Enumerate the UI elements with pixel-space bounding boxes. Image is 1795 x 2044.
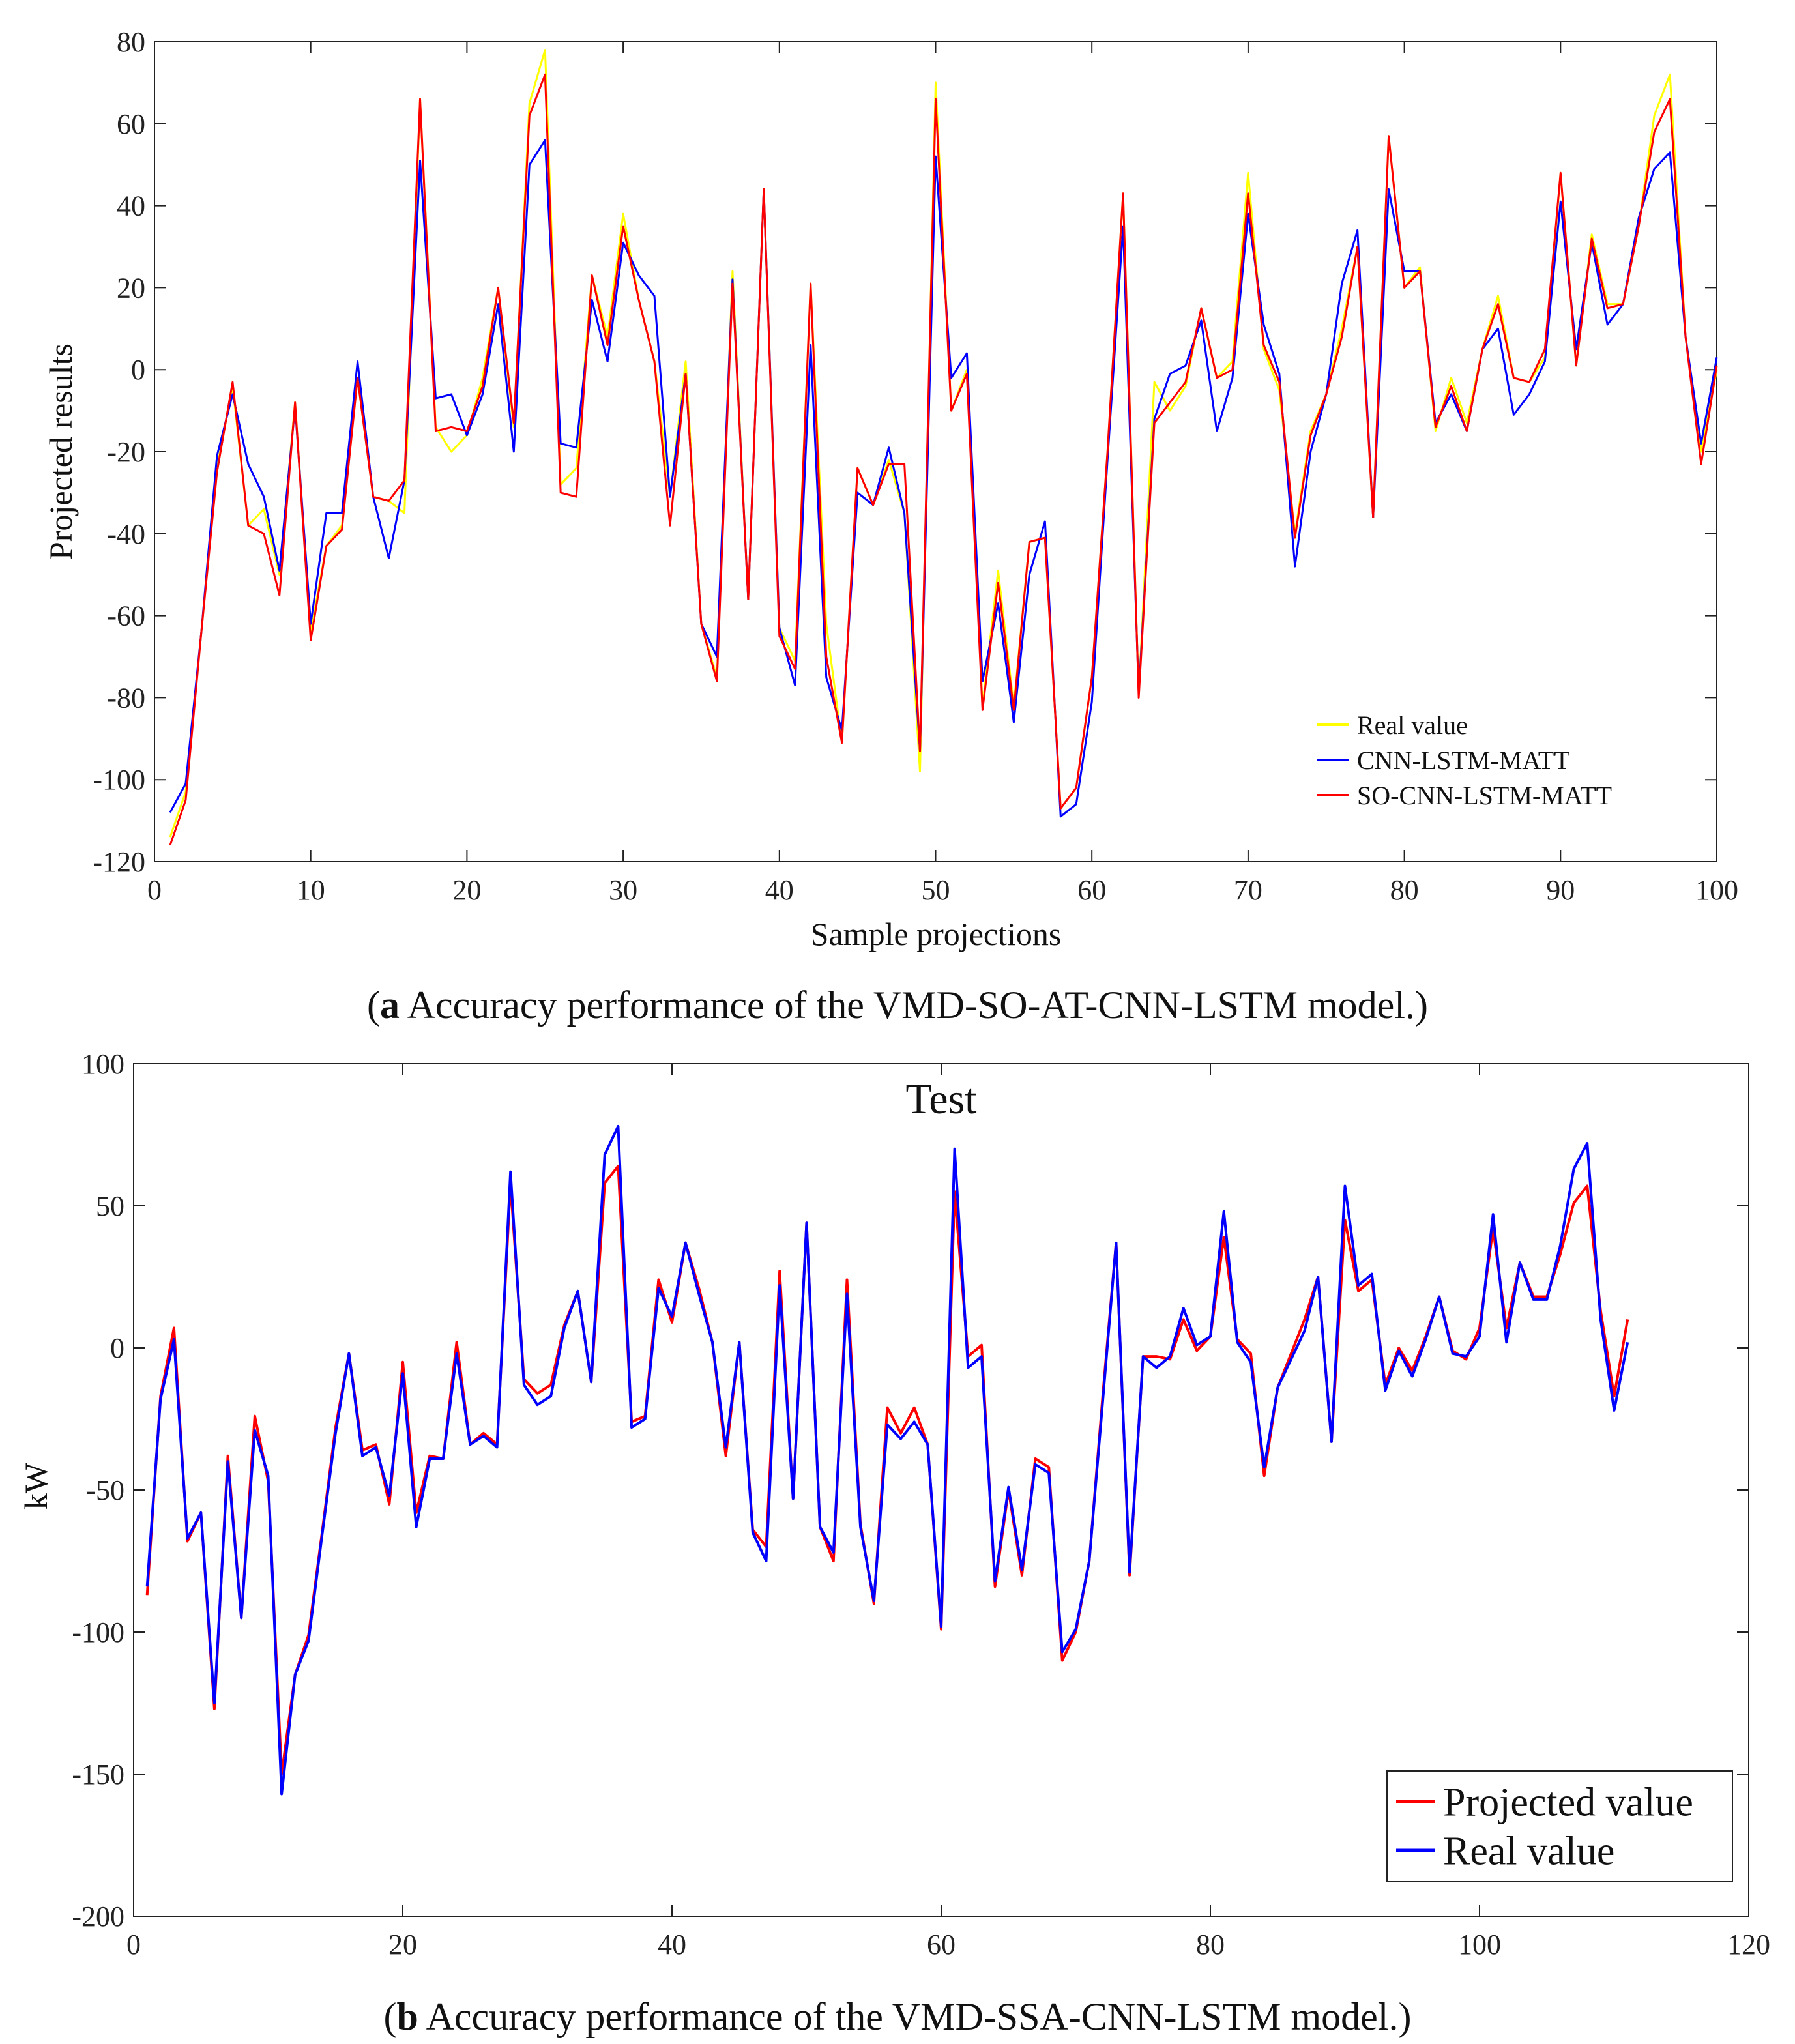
b-legend-label: Real value bbox=[1443, 1830, 1614, 1874]
a-x-tick-label: 60 bbox=[1077, 874, 1106, 906]
b-y-tick-label: -200 bbox=[72, 1901, 124, 1933]
chart-b-y-axis-label: kW bbox=[18, 1462, 54, 1510]
a-x-tick-label: 20 bbox=[452, 874, 481, 906]
caption-a-text: Accuracy performance of the VMD-SO-AT-CN… bbox=[400, 984, 1415, 1027]
chart-a-plot-area: 80 60 40 20 0 -20 -40 -60 -80 -100 -120 0 10 20 30 40 5… bbox=[93, 26, 1738, 906]
b-y-tick-label: 50 bbox=[96, 1190, 124, 1222]
a-legend-label: CNN-LSTM-MATT bbox=[1357, 746, 1570, 775]
b-x-tick-label: 120 bbox=[1727, 1929, 1770, 1961]
chart-b-legend: Projected value Real value bbox=[1386, 1770, 1733, 1882]
a-y-tick-label: 40 bbox=[117, 190, 145, 222]
b-y-tick-label: -100 bbox=[72, 1616, 124, 1648]
b-x-tick-label: 100 bbox=[1458, 1929, 1501, 1961]
a-y-tick-label: 60 bbox=[117, 108, 145, 140]
b-series-line-2 bbox=[145, 1124, 1629, 1796]
a-x-tick-label: 90 bbox=[1546, 874, 1575, 906]
a-y-tick-label: -120 bbox=[93, 846, 145, 878]
a-y-tick-label: -40 bbox=[107, 518, 145, 550]
b-y-tick-label: -50 bbox=[86, 1474, 124, 1506]
chart-a-series-lines bbox=[169, 49, 1718, 846]
b-x-tick-label: 80 bbox=[1196, 1929, 1225, 1961]
a-y-tick-label: -80 bbox=[107, 682, 145, 714]
a-x-tick-label: 40 bbox=[765, 874, 794, 906]
a-legend-label: SO-CNN-LSTM-MATT bbox=[1357, 781, 1612, 810]
b-y-tick-label: 100 bbox=[81, 1048, 124, 1080]
a-y-tick-label: -100 bbox=[93, 764, 145, 796]
a-series-line-3 bbox=[169, 73, 1718, 846]
chart-b-title: Test bbox=[905, 1075, 976, 1123]
a-y-tick-label: -60 bbox=[107, 600, 145, 632]
b-x-tick-label: 20 bbox=[388, 1929, 417, 1961]
a-y-tick-label: 0 bbox=[131, 354, 145, 386]
a-x-tick-label: 0 bbox=[147, 874, 162, 906]
b-x-tick-label: 0 bbox=[126, 1929, 141, 1961]
a-x-tick-label: 50 bbox=[922, 874, 950, 906]
a-y-tick-label: 80 bbox=[117, 26, 145, 58]
a-x-tick-label: 30 bbox=[609, 874, 637, 906]
chart-b-y-ticks: 100 50 0 -50 -100 -150 -200 bbox=[72, 1048, 1749, 1933]
b-legend-box bbox=[1386, 1770, 1733, 1882]
chart-a-y-ticks: 80 60 40 20 0 -20 -40 -60 -80 -100 -120 bbox=[93, 26, 1717, 878]
chart-a-y-axis-label: Projected results bbox=[42, 343, 79, 560]
chart-a-x-ticks: 0 10 20 30 40 50 60 70 80 90 100 bbox=[147, 42, 1738, 906]
caption-a: (a Accuracy performance of the VMD-SO-AT… bbox=[367, 984, 1428, 1027]
b-x-tick-label: 40 bbox=[658, 1929, 686, 1961]
chart-b: 100 50 0 -50 -100 -150 -200 0 20 40 60 80 100 120 Te… bbox=[18, 1048, 1770, 1961]
chart-a-legend: Real value CNN-LSTM-MATT SO-CNN-LSTM-MATT bbox=[1317, 710, 1612, 810]
b-y-tick-label: 0 bbox=[110, 1332, 124, 1364]
a-x-tick-label: 100 bbox=[1695, 874, 1738, 906]
b-x-tick-label: 60 bbox=[927, 1929, 956, 1961]
b-y-tick-label: -150 bbox=[72, 1759, 124, 1790]
caption-b-text: Accuracy performance of the VMD-SSA-CNN-… bbox=[418, 1995, 1399, 2038]
chart-a-x-axis-label: Sample projections bbox=[811, 916, 1062, 952]
a-legend-label: Real value bbox=[1357, 710, 1468, 740]
caption-b: (b Accuracy performance of the VMD-SSA-C… bbox=[383, 1995, 1412, 2038]
a-y-tick-label: -20 bbox=[107, 436, 145, 468]
chart-b-x-ticks: 0 20 40 60 80 100 120 bbox=[126, 1064, 1770, 1961]
a-x-tick-label: 10 bbox=[297, 874, 325, 906]
a-x-tick-label: 80 bbox=[1390, 874, 1419, 906]
caption-a-letter: a bbox=[380, 984, 400, 1027]
a-y-tick-label: 20 bbox=[117, 272, 145, 304]
chart-a: 80 60 40 20 0 -20 -40 -60 -80 -100 -120 0 10 20 30 40 5… bbox=[42, 26, 1738, 952]
b-legend-label: Projected value bbox=[1443, 1781, 1693, 1825]
chart-b-series-lines bbox=[145, 1124, 1629, 1796]
caption-b-letter: b bbox=[396, 1995, 418, 2038]
a-x-tick-label: 70 bbox=[1234, 874, 1262, 906]
